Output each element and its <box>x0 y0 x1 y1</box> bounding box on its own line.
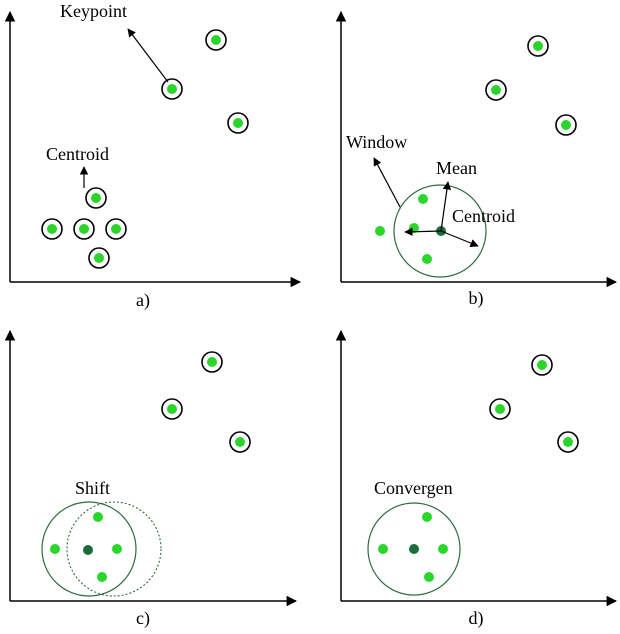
panel-a-point <box>73 218 95 240</box>
panel-b-point <box>555 114 577 136</box>
panel-c-window-shifted <box>66 501 162 597</box>
panel-d: Convergen d) <box>335 329 618 629</box>
panel-a: Keypoint Centroid a) <box>4 1 302 311</box>
panel-a-keypoint-arrow <box>127 28 169 83</box>
panel-a-keypoint <box>161 78 183 100</box>
panel-a-point <box>105 218 127 240</box>
panel-d-point <box>422 512 432 522</box>
panel-c-caption: c) <box>136 608 150 629</box>
panel-b-window-label: Window <box>346 132 407 152</box>
panel-b-centroid-label: Centroid <box>452 206 515 226</box>
panel-a-point <box>205 29 227 51</box>
panel-d-point <box>438 544 448 554</box>
panel-c-point <box>201 351 223 373</box>
panel-c-point <box>50 544 60 554</box>
panel-b-vector-up <box>440 181 452 232</box>
panel-c-point <box>93 512 103 522</box>
panel-d-point <box>489 398 511 420</box>
panel-d-centroid-point <box>409 544 419 554</box>
panel-c-point <box>97 572 107 582</box>
panel-c-centroid-point <box>83 545 93 555</box>
panel-c-window-original <box>41 501 137 597</box>
panel-a-point <box>41 218 63 240</box>
panel-a-caption: a) <box>136 290 150 311</box>
panel-d-point <box>424 572 434 582</box>
panel-c-point <box>112 544 122 554</box>
panel-d-window <box>367 502 461 596</box>
panel-a-keypoint-label: Keypoint <box>60 1 127 21</box>
panel-c-shift-label: Shift <box>75 478 110 498</box>
panel-b-mean-label: Mean <box>436 158 477 178</box>
panel-b: Window Mean Centroid b) <box>335 10 618 309</box>
panel-a-centroid-label: Centroid <box>46 144 109 164</box>
panel-c: Shift c) <box>4 329 298 629</box>
panel-c-axes <box>4 329 298 607</box>
panel-b-point <box>527 35 549 57</box>
panel-d-point <box>557 431 579 453</box>
panel-c-point <box>229 431 251 453</box>
panel-b-point <box>422 254 432 264</box>
panel-a-point <box>88 247 110 269</box>
panel-b-point <box>485 79 507 101</box>
panel-b-point <box>418 194 428 204</box>
panel-d-caption: d) <box>469 608 484 629</box>
panel-b-point <box>375 226 385 236</box>
panel-d-point <box>531 354 553 376</box>
panel-a-axes <box>4 10 302 288</box>
panel-d-point <box>378 544 388 554</box>
panel-b-vector-left <box>404 227 442 236</box>
panel-a-point <box>227 112 249 134</box>
panel-b-axes <box>335 10 618 288</box>
panel-b-window <box>393 184 487 278</box>
panel-b-window-arrow <box>373 157 401 208</box>
panel-d-convergence-label: Convergen <box>374 478 453 498</box>
panel-d-axes <box>335 329 618 607</box>
panel-b-caption: b) <box>469 288 484 309</box>
panel-b-vector-right <box>440 230 479 248</box>
panel-c-point <box>161 398 183 420</box>
panel-a-point <box>85 187 107 209</box>
